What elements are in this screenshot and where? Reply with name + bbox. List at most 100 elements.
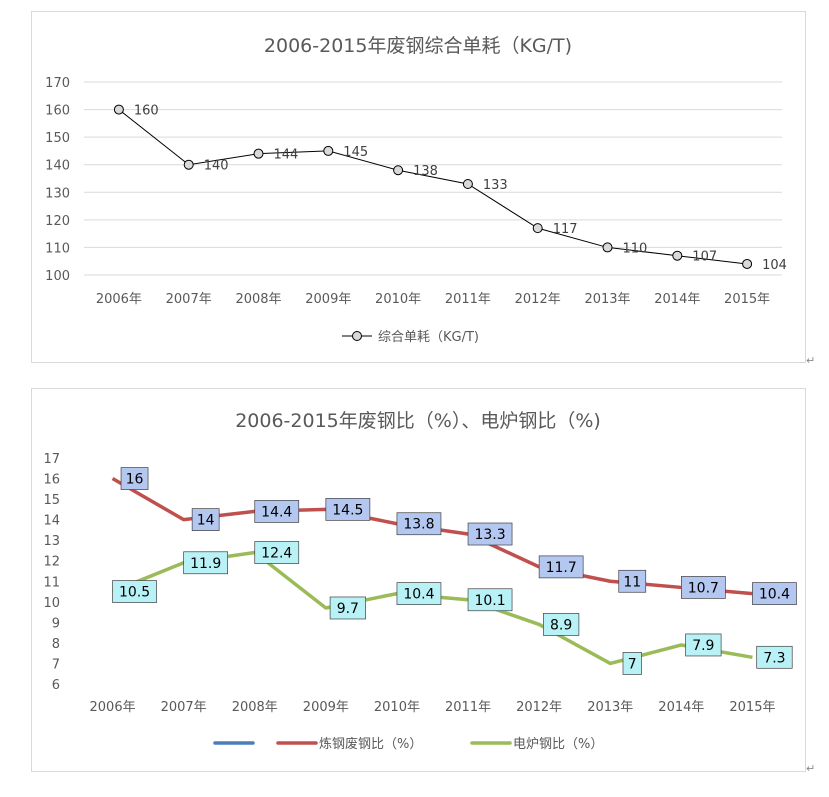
paragraph-mark-1: ↵ [806,354,816,367]
data-label: 117 [553,222,578,237]
data-label: 138 [413,164,438,179]
x-tick-label: 2013年 [584,292,630,307]
data-label: 8.9 [550,617,572,633]
y-tick-label: 160 [45,104,70,119]
paragraph-mark-2: ↵ [806,762,816,775]
y-tick-label: 8 [52,637,60,652]
y-tick-label: 6 [52,678,60,693]
data-point [742,258,753,269]
data-label: 10.4 [759,587,790,603]
x-tick-label: 2009年 [305,292,351,307]
x-tick-label: 2007年 [161,700,207,715]
data-label: 10.1 [474,593,505,609]
x-tick-label: 2013年 [587,700,633,715]
data-label: 10.4 [403,587,434,603]
chart-1-frame [31,11,806,363]
data-point [253,148,264,159]
x-tick-label: 2014年 [658,700,704,715]
data-point [393,165,404,176]
y-tick-label: 170 [45,76,70,91]
series-line [118,109,748,265]
data-label-box [191,508,220,531]
x-tick-label: 2010年 [374,700,420,715]
data-label: 104 [762,258,787,273]
data-label: 10.5 [119,585,150,601]
data-label: 145 [343,145,368,160]
chart-2-title: 2006-2015年废钢比（%）、电炉钢比（%) [235,410,601,432]
y-tick-label: 130 [45,186,70,201]
data-label-box [325,498,371,521]
data-label-box [254,541,300,564]
data-label: 11.7 [546,560,577,576]
x-tick-label: 2007年 [166,292,212,307]
data-label: 7.9 [692,638,714,654]
data-label-box [543,613,580,636]
data-label-box [467,522,513,546]
x-tick-label: 2014年 [654,292,700,307]
data-point [323,145,334,156]
data-label: 7.3 [763,650,785,666]
y-tick-label: 17 [43,452,60,467]
chart-1-title: 2006-2015年废钢综合单耗（KG/T) [264,35,572,57]
data-label-box [680,576,726,599]
y-tick-label: 10 [43,596,60,611]
data-label: 107 [692,250,717,265]
legend-label: 综合单耗（KG/T) [378,330,479,345]
y-tick-label: 14 [43,514,60,529]
data-label-box [622,652,642,675]
y-tick-label: 15 [43,493,60,508]
data-label-box [396,582,442,605]
y-tick-label: 16 [43,473,60,488]
data-label: 9.7 [337,601,359,617]
legend-label-2: 电炉钢比（%） [513,737,603,752]
data-label: 14 [197,513,215,529]
data-label-box [618,569,647,593]
y-tick-label: 110 [45,241,70,256]
y-tick-label: 9 [52,616,60,631]
y-tick-label: 140 [45,159,70,174]
data-point [532,223,543,234]
legend-marker [352,331,362,341]
data-label: 11.9 [190,556,221,572]
x-tick-label: 2015年 [724,292,770,307]
x-tick-label: 2008年 [232,700,278,715]
data-label: 133 [483,178,508,193]
x-tick-label: 2009年 [303,700,349,715]
data-label-box [685,633,722,657]
y-tick-label: 11 [43,575,60,590]
data-label-box [756,645,793,669]
data-point [113,104,124,115]
data-label-box [112,580,157,603]
data-label: 7 [628,656,637,672]
data-label: 11 [623,574,641,590]
y-tick-label: 150 [45,131,70,146]
data-point [672,250,683,261]
data-label: 13.8 [403,517,434,533]
x-tick-label: 2012年 [515,292,561,307]
data-label: 14.5 [332,502,363,518]
x-tick-label: 2008年 [235,292,281,307]
data-label: 12.4 [261,546,292,562]
y-tick-label: 120 [45,214,70,229]
y-tick-label: 100 [45,269,70,284]
data-label: 160 [134,104,159,119]
x-tick-label: 2006年 [90,700,136,715]
chart-2-frame [31,388,806,772]
data-label-box [752,582,797,605]
x-tick-label: 2012年 [516,700,562,715]
data-label-box [329,596,366,620]
y-tick-label: 7 [52,657,60,672]
data-label: 140 [204,159,229,174]
series-line-1 [111,477,753,596]
data-label: 144 [274,148,299,163]
x-tick-label: 2006年 [96,292,142,307]
data-label-box [467,588,513,612]
data-label: 110 [623,241,648,256]
data-point [602,242,613,253]
y-tick-label: 12 [43,555,60,570]
legend-label-1: 炼钢废钢比（%） [319,736,422,752]
data-label-box [120,467,149,490]
x-tick-label: 2015年 [729,700,775,715]
data-point [462,179,473,190]
